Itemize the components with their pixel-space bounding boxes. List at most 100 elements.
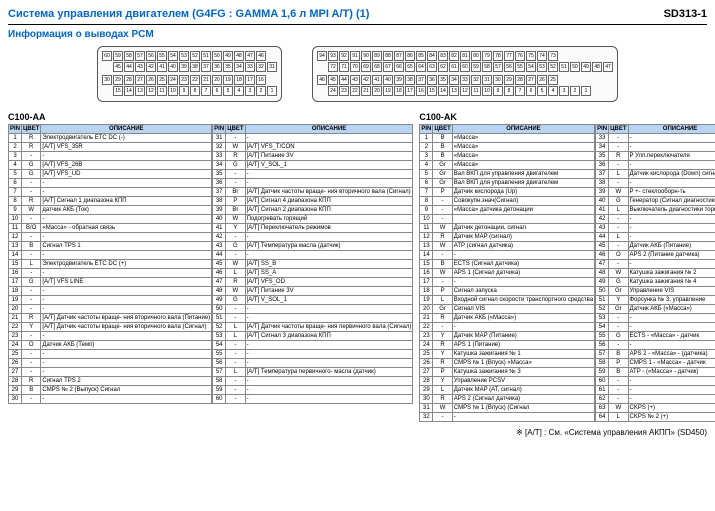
- table-row: 55GECTS - «Масса» - датчик: [596, 332, 715, 341]
- table-row: 13BСигнал TPS 1: [9, 242, 212, 251]
- connector-b: 9493929190898887868584838281807978777675…: [312, 46, 618, 102]
- table-row: 35RР Улп.переключателя: [596, 152, 715, 161]
- table-row: 40WПодогревать горящий: [213, 215, 413, 224]
- table-row: 45-Датчик АКБ (Питание): [596, 242, 715, 251]
- table-row: 62--: [596, 395, 715, 404]
- table-row: 42--: [596, 215, 715, 224]
- table-row: 46OAPS 2 (Питание датчика): [596, 251, 715, 260]
- table-row: 36--: [596, 161, 715, 170]
- table-row: 63WCKPS (+): [596, 404, 715, 413]
- table-row: 11WДатчик детонации, сигнал: [420, 224, 595, 233]
- table-row: 4Gr«Масса»: [420, 161, 595, 170]
- table-row: 1RЭлектродвигатель ETC DC (-): [9, 134, 212, 143]
- table-row: 27--: [9, 368, 212, 377]
- table-row: 2R[А/Т] VFS_35R: [9, 143, 212, 152]
- table-row: 50--: [213, 305, 413, 314]
- table-row: 59--: [213, 386, 413, 395]
- table-row: 25--: [9, 350, 212, 359]
- table-row: 7PДатчик кислорода (Up): [420, 188, 595, 197]
- table-row: 33R[А/Т] Питание 3V: [213, 152, 413, 161]
- table-row: 41Y[А/Т] Переключатель режимов: [213, 224, 413, 233]
- table-row: 55--: [213, 350, 413, 359]
- table-aa-title: C100-AA: [8, 112, 413, 122]
- table-row: 17G[А/Т] VFS LINE: [9, 278, 212, 287]
- table-row: 30RAPS 2 (Сигнал датчика): [420, 395, 595, 404]
- table-row: 52GrДатчик АКБ («Масса»): [596, 305, 715, 314]
- connector-a: 6059585756555453525150494847464544434241…: [97, 46, 282, 102]
- table-row: 27PКатушка зажигания № 3: [420, 368, 595, 377]
- table-row: 61--: [596, 386, 715, 395]
- table-row: 48WКатушка зажигания № 2: [596, 269, 715, 278]
- table-row: 26--: [9, 359, 212, 368]
- table-row: 16--: [9, 269, 212, 278]
- table-row: 18PСигнал запуска: [420, 287, 595, 296]
- table-row: 12--: [9, 233, 212, 242]
- table-row: 26RCMPS № 1 (Впуск) «Масса»: [420, 359, 595, 368]
- table-row: 46L[А/Т] SS_A: [213, 269, 413, 278]
- table-row: 30--: [9, 395, 212, 404]
- table-row: 36--: [213, 179, 413, 188]
- table-row: 37LДатчик кислорода (Down) сигнал: [596, 170, 715, 179]
- table-row: 58PCMPS 1 - «Масса» - датчик: [596, 359, 715, 368]
- table-row: 57BAPS 2 - «Масса» - (датчика): [596, 350, 715, 359]
- table-row: 31--: [213, 134, 413, 143]
- table-row: 29BCMPS № 2 (Выпуск) Сигнал: [9, 386, 212, 395]
- page-title: Система управления двигателем (G4FG : GA…: [8, 8, 369, 20]
- table-row: 32--: [420, 413, 595, 422]
- table-row: 38P[А/Т] Сигнал 4 диапазона КПП: [213, 197, 413, 206]
- table-row: 25YКатушка зажигания № 1: [420, 350, 595, 359]
- table-row: 28YУправление PCSV: [420, 377, 595, 386]
- table-row: 23--: [9, 332, 212, 341]
- table-row: 20GrСигнал VIS: [420, 305, 595, 314]
- table-row: 42--: [213, 233, 413, 242]
- table-row: 9Wдатчик АКБ (Ток): [9, 206, 212, 215]
- table-row: 58--: [213, 377, 413, 386]
- table-row: 50GrУправление VIS: [596, 287, 715, 296]
- table-row: 7--: [9, 188, 212, 197]
- table-row: 3B«Масса»: [420, 152, 595, 161]
- table-row: 2B«Масса»: [420, 143, 595, 152]
- table-row: 57L[А/Т] Температура первичного- масла (…: [213, 368, 413, 377]
- table-row: 34G[А/Т] V_SOL_1: [213, 161, 413, 170]
- table-row: 14--: [9, 251, 212, 260]
- table-row: 41LВыключатель диагностики тормозов: [596, 206, 715, 215]
- table-row: 37Br[А/Т] Датчик частоты враще- ния втор…: [213, 188, 413, 197]
- table-row: 44L-: [596, 233, 715, 242]
- table-ak: PINЦВЕТОПИСАНИЕ1B«Масса»2B«Масса»3B«Масс…: [419, 124, 715, 422]
- table-row: 60--: [596, 377, 715, 386]
- table-ak-title: C100-AK: [419, 112, 715, 122]
- footnote: ※ [А/Т] : См. «Система управления АКПП» …: [8, 428, 707, 437]
- table-row: 11B/O«Масса» - обратная связь: [9, 224, 212, 233]
- connector-diagrams: 6059585756555453525150494847464544434241…: [8, 46, 707, 102]
- table-row: 49GКатушка зажигания № 4: [596, 278, 715, 287]
- table-row: 45W[А/Т] SS_B: [213, 260, 413, 269]
- table-row: 10-: [420, 215, 595, 224]
- table-row: 17--: [420, 278, 595, 287]
- table-row: 22--: [420, 323, 595, 332]
- table-row: 16WAPS 1 (Сигнал датчика): [420, 269, 595, 278]
- table-row: 22Y[А/Т] Датчик частоты враще- ния втори…: [9, 323, 212, 332]
- table-row: 53L[А/Т] Сигнал 3 диапазона КПП: [213, 332, 413, 341]
- table-row: 20--: [9, 305, 212, 314]
- table-row: 8R[А/Т] Сигнал 1 диапазона КПП: [9, 197, 212, 206]
- table-row: 39Br[А/Т] Сигнал 2 диапазона КПП: [213, 206, 413, 215]
- table-row: 5G[А/Т] VFS_UD: [9, 170, 212, 179]
- table-row: 38--: [596, 179, 715, 188]
- table-row: 54--: [213, 341, 413, 350]
- table-row: 52L[А/Т] Датчик частоты враще- ния перви…: [213, 323, 413, 332]
- table-row: 24OДатчик АКБ (Темп): [9, 341, 212, 350]
- table-row: 23YДатчик MAP (Питание): [420, 332, 595, 341]
- table-row: 10--: [9, 215, 212, 224]
- table-row: 4G[А/Т] VFS_26B: [9, 161, 212, 170]
- table-row: 43--: [596, 224, 715, 233]
- page-code: SD313-1: [664, 8, 707, 20]
- table-row: 54--: [596, 323, 715, 332]
- table-row: 29LДатчик MAP (AT, сигнал): [420, 386, 595, 395]
- table-row: 9-«Масса» датчика детонации: [420, 206, 595, 215]
- table-row: 49G[А/Т] V_SOL_1: [213, 296, 413, 305]
- table-row: 35--: [213, 170, 413, 179]
- table-row: 48W[А/Т] Питание 3V: [213, 287, 413, 296]
- table-row: 12RДатчик MAP (сигнал): [420, 233, 595, 242]
- table-row: 56--: [596, 341, 715, 350]
- table-row: 33--: [596, 134, 715, 143]
